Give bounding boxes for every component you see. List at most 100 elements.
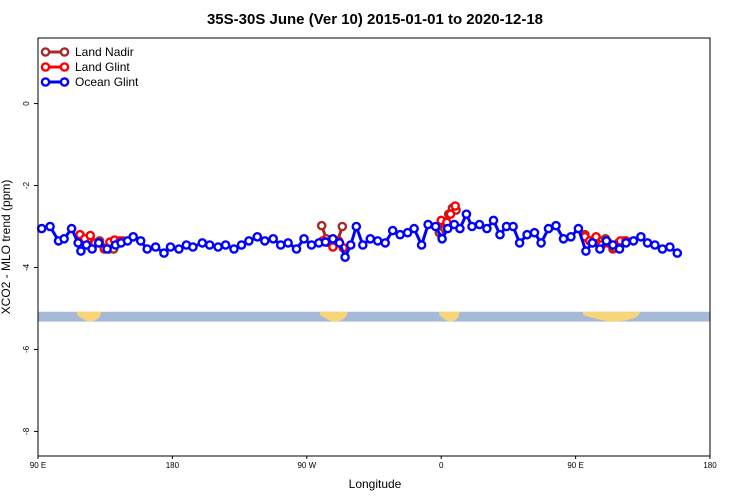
y-axis: 0 -2 -4 -6 -8: [22, 101, 38, 435]
x-tick-label: 180: [166, 461, 180, 470]
data-point: [551, 220, 561, 231]
x-tick-label: 90 E: [30, 461, 46, 470]
legend-item: Land Nadir: [40, 45, 134, 59]
data-point: [135, 236, 146, 246]
data-point: [636, 231, 646, 242]
data-point: [474, 219, 485, 230]
data-point: [236, 240, 247, 250]
data-point: [581, 246, 591, 256]
data-point: [488, 215, 499, 226]
x-axis: 90 E 180 90 W 0 90 E 180: [30, 456, 717, 470]
data-point: [665, 242, 675, 252]
x-tick-label: 180: [703, 461, 717, 470]
data-point: [430, 221, 441, 232]
data-point: [442, 223, 453, 234]
data-point: [529, 227, 540, 238]
data-point: [608, 240, 618, 250]
data-point: [536, 238, 546, 248]
data-point: [165, 242, 176, 252]
legend-item: Land Glint: [40, 60, 130, 74]
data-point: [244, 236, 254, 246]
data-point: [587, 238, 598, 248]
data-point: [76, 246, 86, 256]
data-point: [461, 209, 472, 219]
data-point: [387, 225, 398, 236]
data-point: [188, 242, 198, 252]
legend-marker: [59, 62, 70, 72]
data-point: [291, 244, 302, 254]
data-point: [306, 240, 317, 250]
chart-title: 35S-30S June (Ver 10) 2015-01-01 to 2020…: [207, 11, 543, 28]
legend-label: Ocean Glint: [75, 75, 139, 89]
legend-marker: [59, 47, 70, 57]
data-point: [283, 238, 293, 248]
data-point: [320, 237, 331, 247]
data-point: [437, 233, 447, 244]
data-point: [395, 229, 405, 240]
legend-marker: [59, 77, 70, 87]
legend-marker: [40, 77, 51, 87]
data-point: [36, 223, 47, 234]
data-point: [337, 221, 348, 232]
data-point: [197, 238, 208, 248]
data-point: [514, 238, 525, 248]
data-point: [573, 223, 584, 234]
data-point: [522, 229, 532, 240]
land-shape: [319, 311, 348, 322]
data-point: [558, 233, 569, 244]
data-point: [508, 221, 518, 232]
data-point: [409, 223, 419, 234]
data-point: [59, 233, 69, 244]
data-point: [380, 238, 391, 248]
data-point: [128, 231, 138, 242]
data-point: [87, 244, 97, 254]
x-tick-label: 90 W: [297, 461, 316, 470]
legend-item: Ocean Glint: [40, 75, 139, 89]
series-layer: [36, 201, 683, 263]
data-point: [328, 233, 338, 244]
data-point: [159, 248, 169, 258]
data-point: [365, 233, 376, 244]
data-point: [455, 223, 465, 234]
data-point: [650, 240, 660, 250]
data-point: [351, 221, 362, 232]
legend-marker: [40, 47, 51, 57]
data-point: [543, 223, 554, 234]
data-point: [259, 236, 270, 246]
data-point: [628, 236, 639, 246]
data-point: [372, 236, 383, 246]
data-point: [204, 240, 215, 250]
data-point: [220, 240, 231, 250]
data-point: [345, 240, 356, 250]
data-point: [357, 240, 368, 250]
data-point: [642, 238, 653, 248]
y-tick-label: 0: [22, 101, 31, 106]
data-point: [102, 244, 112, 254]
data-point: [445, 209, 456, 219]
data-point: [316, 220, 327, 231]
y-tick-label: -2: [22, 181, 31, 189]
data-point: [142, 244, 152, 254]
land-shape: [439, 311, 460, 322]
data-point: [450, 201, 461, 211]
y-tick-label: -6: [22, 345, 31, 353]
data-point: [229, 244, 239, 254]
legend-marker: [40, 62, 51, 72]
x-axis-label: Longitude: [349, 477, 402, 491]
data-point: [614, 244, 625, 254]
map-strip: [38, 311, 710, 322]
ocean-band: [38, 311, 710, 322]
data-point: [672, 248, 683, 258]
data-point: [482, 223, 492, 234]
data-point: [150, 242, 161, 252]
data-point: [174, 244, 184, 254]
land-shape: [77, 311, 102, 322]
x-tick-label: 90 E: [567, 461, 583, 470]
data-point: [495, 229, 505, 240]
data-point: [275, 240, 286, 250]
data-point: [467, 221, 477, 232]
data-point: [621, 238, 631, 248]
data-point: [85, 230, 96, 241]
data-point: [402, 227, 413, 238]
